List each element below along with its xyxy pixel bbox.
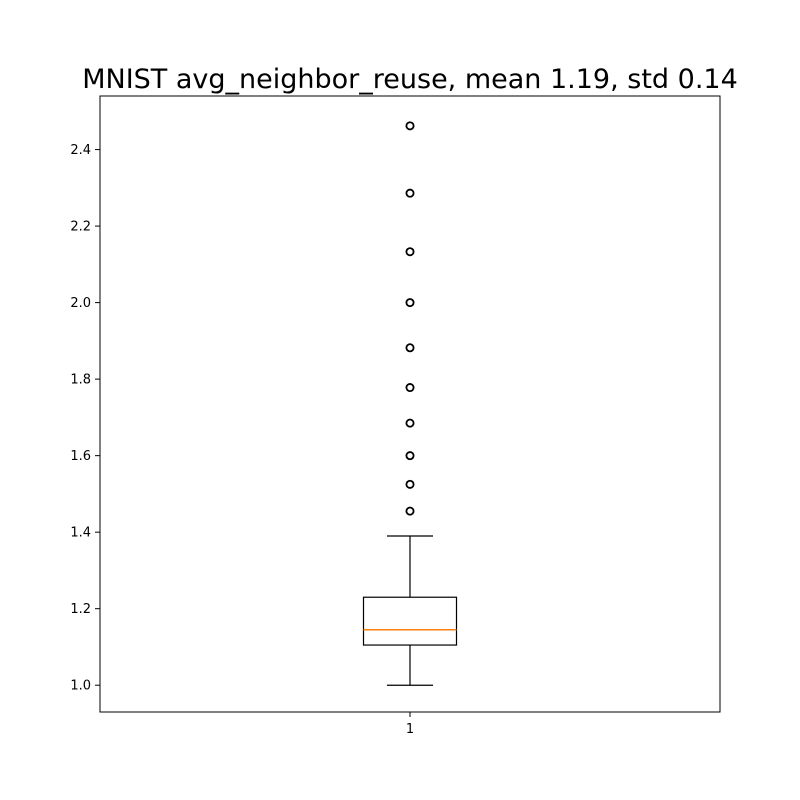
y-tick-label: 1.4: [70, 526, 91, 541]
outlier-point: [405, 343, 415, 353]
outlier-point: [405, 506, 415, 516]
outlier-point: [405, 121, 415, 131]
box-group: [362, 121, 458, 686]
outlier-point: [405, 479, 415, 489]
outlier-point: [405, 188, 415, 198]
y-axis: 1.0 1.2 1.4 1.6 1.8 2.0 2.2 2.4: [70, 143, 100, 694]
outlier-point: [405, 298, 415, 308]
y-tick-label: 1.0: [70, 679, 91, 694]
x-tick-label: 1: [406, 722, 414, 737]
iqr-box: [362, 596, 458, 646]
y-tick-label: 2.0: [70, 296, 91, 311]
y-tick-label: 1.2: [70, 602, 91, 617]
y-tick-label: 1.6: [70, 449, 91, 464]
outlier-point: [405, 451, 415, 461]
x-axis: 1: [406, 712, 414, 737]
y-tick-label: 1.8: [70, 373, 91, 388]
y-tick-label: 2.2: [70, 220, 91, 235]
outlier-point: [405, 418, 415, 428]
outlier-point: [405, 383, 415, 393]
y-tick-label: 2.4: [70, 143, 91, 158]
chart-title: MNIST avg_neighbor_reuse, mean 1.19, std…: [82, 64, 738, 95]
outlier-point: [405, 247, 415, 257]
plot-frame: [99, 95, 721, 713]
